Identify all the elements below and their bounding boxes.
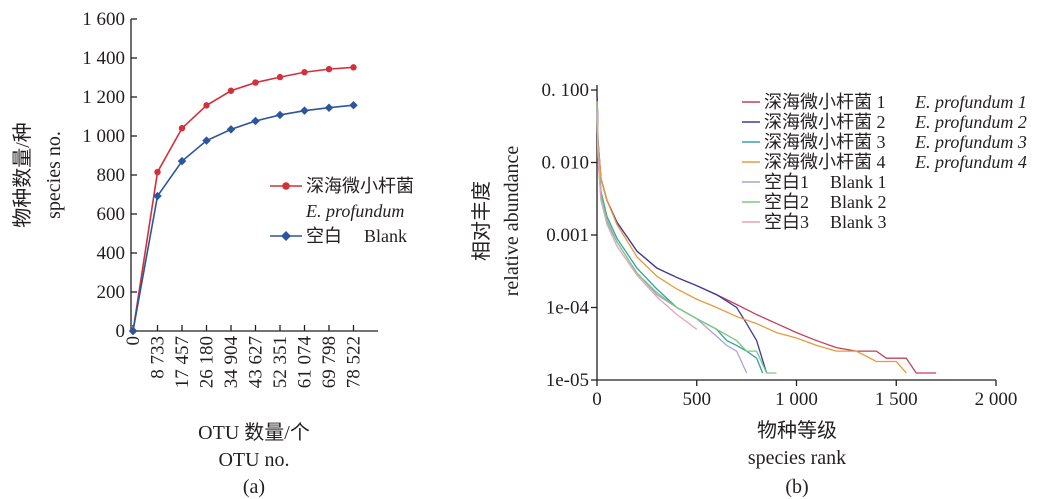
data-point	[252, 79, 259, 86]
panel-a-caption: (a)	[243, 476, 265, 498]
legend-label: 深海微小杆菌 4	[764, 152, 886, 172]
legend-label-en: Blank 3	[830, 212, 887, 232]
panel-b-xlabel-en: species rank	[748, 447, 846, 469]
panel-a-ylabel-cn: 物种数量/种	[11, 122, 34, 228]
y-tick-label: 0	[116, 321, 126, 342]
x-tick-label: 26 180	[197, 336, 218, 388]
legend-label: 深海微小杆菌 1	[764, 92, 886, 112]
data-point	[275, 110, 285, 120]
legend-circle-marker	[282, 182, 290, 190]
data-point	[128, 326, 138, 336]
data-point	[153, 191, 162, 201]
x-tick-label: 1 500	[875, 389, 918, 410]
legend-label-series-2-en: Blank	[364, 226, 407, 246]
data-point	[276, 73, 284, 81]
panel-a-xlabel-en: OTU no.	[218, 449, 289, 471]
legend-label-en: Blank 1	[830, 172, 887, 192]
y-tick-label: 400	[97, 243, 126, 264]
x-tick-label: 0	[592, 389, 602, 410]
data-point	[177, 156, 187, 166]
series-line	[596, 106, 777, 374]
legend-label-italic: E. profundum 1	[914, 92, 1027, 112]
data-point	[349, 100, 358, 110]
legend-label-italic: E. profundum 3	[914, 132, 1027, 152]
data-point	[300, 106, 309, 115]
legend-label: 空白3	[764, 212, 809, 232]
panel-b-xlabel-cn: 物种等级	[757, 419, 837, 442]
legend-label-series-1-italic: E. profundum	[305, 201, 404, 221]
series-line	[596, 101, 764, 374]
series-line	[132, 104, 354, 332]
legend-label-series-1: 深海微小杆菌	[306, 176, 414, 196]
y-tick-label: 1 400	[82, 48, 125, 69]
legend-label-series-2: 空白	[306, 226, 342, 246]
legend-label: 空白1	[764, 172, 809, 192]
data-point	[154, 168, 161, 176]
x-tick-label: 69 798	[319, 336, 340, 388]
y-tick-label: 0. 010	[542, 153, 590, 174]
x-tick-label: 34 904	[221, 336, 242, 389]
x-tick-label: 78 522	[344, 336, 365, 388]
legend-label: 深海微小杆菌 2	[764, 112, 886, 132]
panel-b-ylabel-en: relative abundance	[501, 146, 523, 297]
panel-a: 0 200 400 600 800 1 000 1 200 1 400 1 600 0 8 733…	[11, 9, 414, 498]
legend-label-italic: E. profundum 4	[914, 152, 1027, 172]
x-tick-label: 8 733	[148, 336, 169, 379]
data-point	[325, 65, 333, 73]
legend-label: 深海微小杆菌 3	[764, 132, 886, 152]
y-tick-label: 0.001	[546, 225, 589, 246]
y-tick-label: 0. 100	[542, 80, 590, 101]
x-tick-label: 2 000	[975, 389, 1018, 410]
y-tick-label: 1e-04	[546, 298, 590, 319]
y-tick-label: 1 200	[82, 87, 125, 108]
data-point	[227, 87, 235, 94]
x-tick-label: 17 457	[172, 336, 193, 388]
y-tick-label: 1 000	[82, 126, 125, 147]
data-point	[301, 69, 308, 76]
legend-label: 空白2	[764, 192, 809, 212]
data-point	[324, 103, 334, 112]
data-point	[251, 116, 260, 126]
data-point	[226, 125, 236, 134]
data-point	[350, 64, 357, 71]
x-tick-label: 1 000	[775, 389, 818, 410]
series-line	[596, 101, 907, 374]
y-tick-label: 1 600	[82, 9, 125, 30]
data-point	[202, 136, 211, 145]
panel-a-xlabel-cn: OTU 数量/个	[198, 421, 310, 444]
y-tick-label: 200	[97, 282, 126, 303]
series-line	[596, 97, 768, 374]
x-tick-label: 43 627	[246, 336, 267, 388]
data-point	[178, 125, 186, 132]
x-tick-label: 500	[683, 389, 712, 410]
panel-a-ylabel-en: species no.	[43, 131, 65, 219]
x-tick-label: 61 074	[295, 336, 316, 389]
y-tick-label: 800	[97, 165, 126, 186]
y-tick-label: 1e-05	[546, 370, 589, 391]
data-point	[203, 102, 210, 109]
x-tick-label: 52 351	[270, 336, 291, 388]
series-line	[596, 111, 698, 330]
panel-b-ylabel-cn: 相对丰度	[470, 181, 493, 261]
panel-b-caption: (b)	[785, 476, 808, 498]
series-line	[132, 66, 354, 332]
legend-label-en: Blank 2	[830, 192, 887, 212]
panel-a-legend: 深海微小杆菌 E. profundum 空白 Blank	[270, 176, 414, 246]
y-tick-label: 600	[97, 204, 126, 225]
legend-label-italic: E. profundum 2	[914, 112, 1027, 132]
legend-diamond-marker	[281, 231, 291, 241]
x-tick-label: 0	[123, 336, 144, 346]
panel-b-legend: 深海微小杆菌 1 E. profundum 1 深海微小杆菌 2 E. profund…	[742, 92, 1027, 232]
